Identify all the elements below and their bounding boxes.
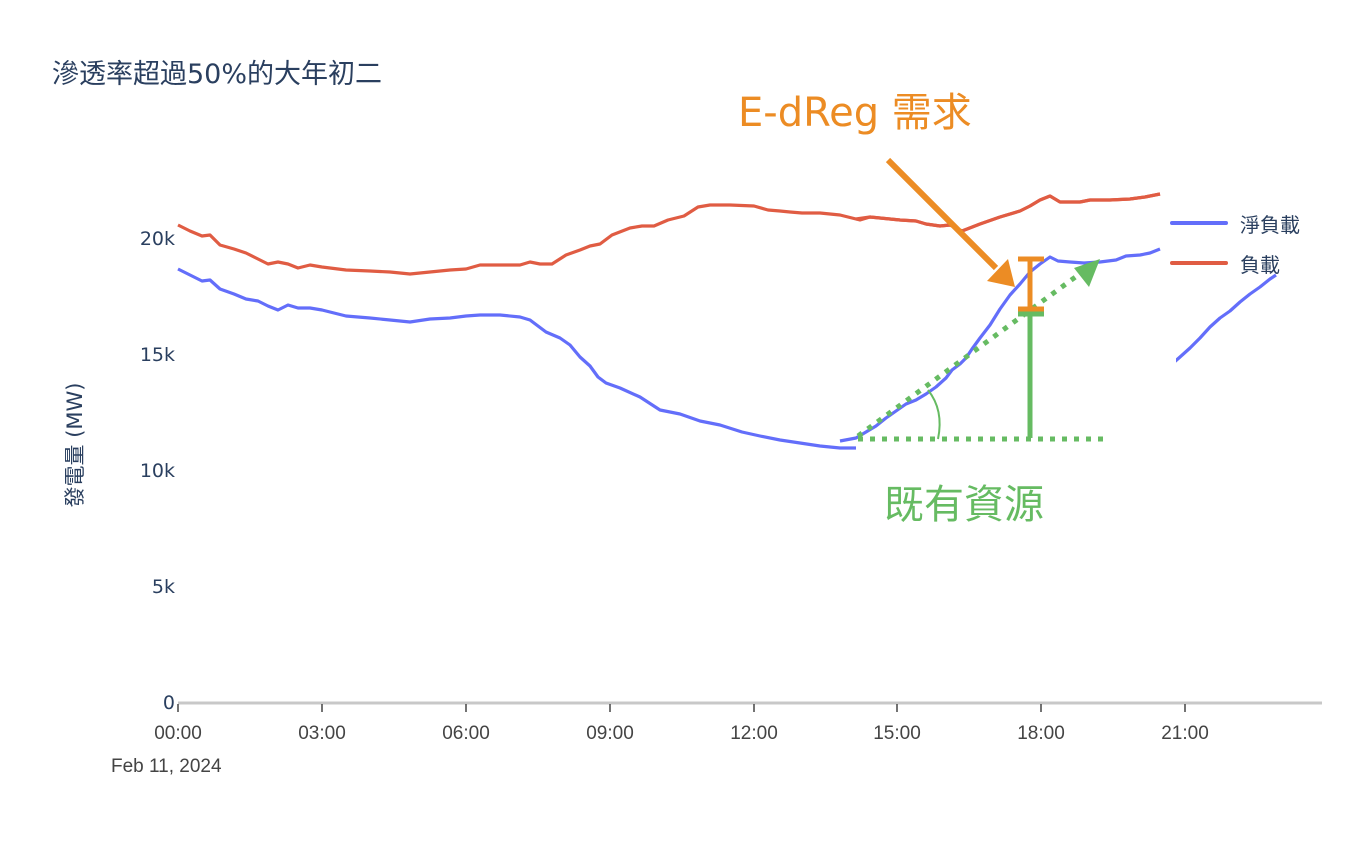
x-tick-1500: 15:00 bbox=[873, 723, 921, 744]
mask bbox=[856, 240, 1176, 455]
existing-ramp-arrowhead-icon bbox=[1074, 259, 1100, 287]
series-load-tail bbox=[855, 192, 1161, 233]
x-tick-0900: 09:00 bbox=[586, 723, 634, 744]
y-tick-10k: 10k bbox=[139, 460, 175, 482]
edreg-arrow-shaft bbox=[885, 157, 999, 271]
legend-swatch-net-load bbox=[1170, 221, 1228, 225]
x-axis-date: Feb 11, 2024 bbox=[111, 756, 222, 777]
x-tick-1800: 18:00 bbox=[1017, 723, 1065, 744]
legend-item-net-load[interactable]: 淨負載 bbox=[1170, 203, 1300, 243]
legend-item-load[interactable]: 負載 bbox=[1170, 243, 1300, 283]
legend-label-load: 負載 bbox=[1240, 252, 1280, 277]
legend-label-net-load: 淨負載 bbox=[1240, 212, 1300, 237]
y-tick-5k: 5k bbox=[151, 576, 175, 598]
x-axis-ticks bbox=[177, 704, 1186, 712]
x-tick-0600: 06:00 bbox=[442, 723, 490, 744]
x-tick-1200: 12:00 bbox=[730, 723, 778, 744]
legend: 淨負載 負載 bbox=[1170, 203, 1300, 283]
mask2 bbox=[1170, 240, 1180, 270]
x-tick-2100: 21:00 bbox=[1161, 723, 1209, 744]
y-tick-0: 0 bbox=[162, 692, 175, 714]
edreg-annotation-label: E-dReg 需求 bbox=[738, 90, 972, 136]
angle-arc bbox=[927, 389, 941, 440]
chart-title: 滲透率超過50%的大年初二 bbox=[52, 59, 383, 90]
legend-swatch-load bbox=[1170, 261, 1228, 265]
y-tick-15k: 15k bbox=[139, 344, 175, 366]
edreg-arrowhead-icon bbox=[987, 259, 1015, 287]
existing-resource-annotation-label: 既有資源 bbox=[884, 482, 1044, 528]
x-tick-0300: 03:00 bbox=[298, 723, 346, 744]
x-tick-0000: 00:00 bbox=[154, 723, 202, 744]
y-tick-20k: 20k bbox=[139, 228, 175, 250]
